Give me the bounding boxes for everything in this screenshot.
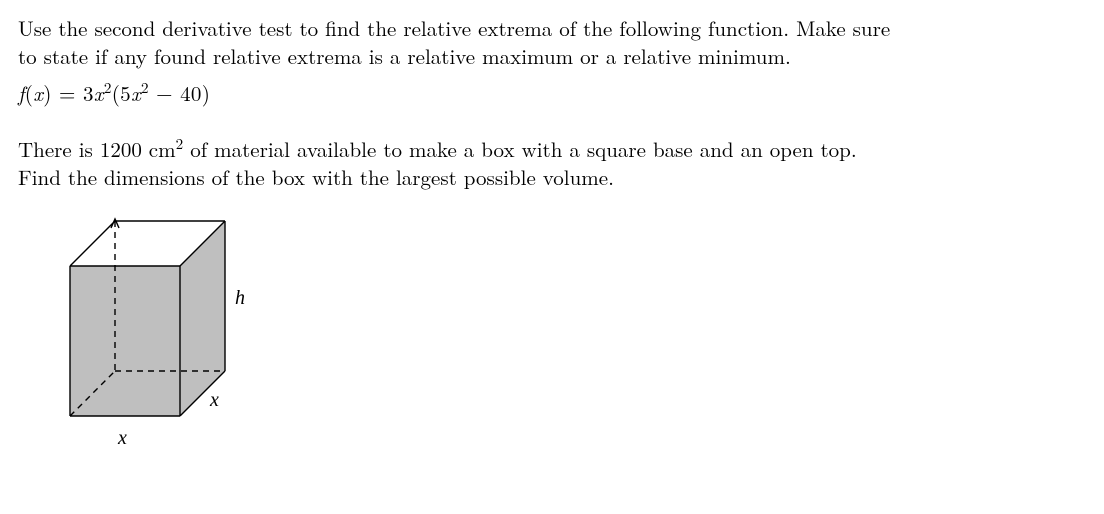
problem-1-line-2: to state if any found relative extrema i… [18,41,791,71]
formula-5: (5 [112,78,131,108]
problem-2: There is 1200 cm2 of material available … [18,135,1086,462]
problem-2-line-2: Find the dimensions of the box with the … [18,162,614,192]
box-svg: h x x [50,206,280,456]
formula-x1: x [33,78,43,108]
box-front-face [70,266,180,416]
formula-exp1: 2 [104,77,112,98]
formula-exp2: 2 [141,77,149,98]
formula-eq-3: ) = 3 [43,78,94,108]
problem-1-line-1: Use the second derivative test to find t… [18,13,890,43]
label-h: h [235,287,245,309]
label-x-bottom: x [117,427,127,449]
problem-2-part-2: of material available to make a box with… [183,134,857,164]
problem-1-formula: f(x) = 3x2(5x2 − 40) [18,79,1086,107]
box-figure: h x x [50,206,1086,462]
label-x-right: x [209,389,219,411]
formula-f: f [18,78,25,108]
problem-1-text: Use the second derivative test to find t… [18,14,1086,71]
formula-x2: x [94,78,104,108]
formula-x3: x [131,78,141,108]
problem-1: Use the second derivative test to find t… [18,14,1086,107]
problem-2-text: There is 1200 cm2 of material available … [18,135,1086,192]
formula-paren-open: ( [25,78,33,108]
problem-2-part-1: There is 1200 cm [18,134,176,164]
formula-rest: − 40) [149,78,210,108]
